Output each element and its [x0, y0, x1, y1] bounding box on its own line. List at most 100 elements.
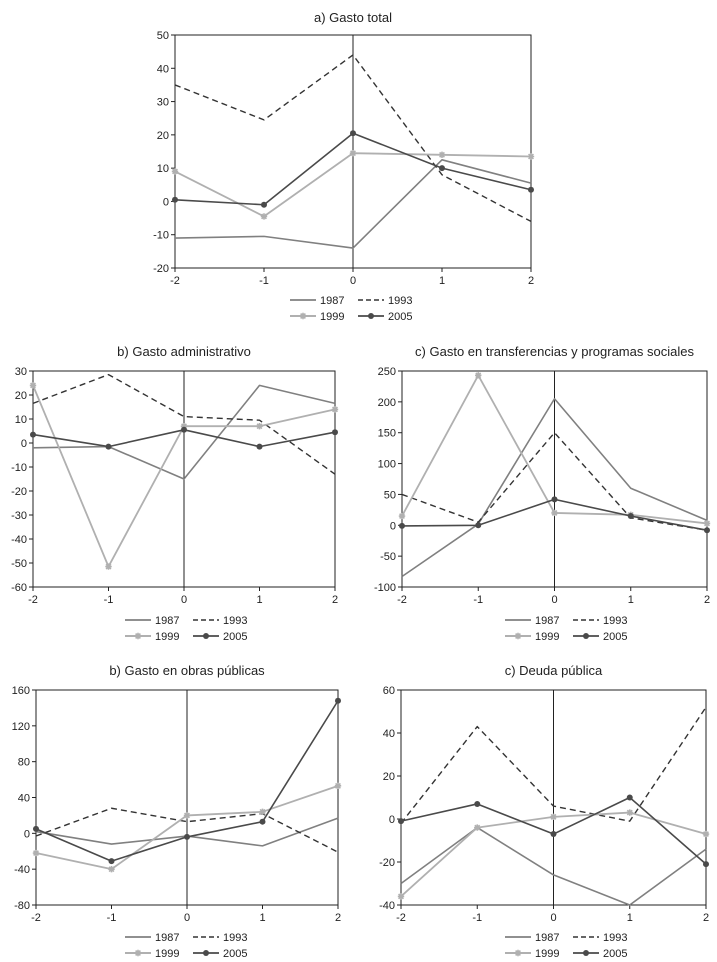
x-tick-label: -2	[170, 275, 180, 287]
x-tick-label: 0	[350, 275, 356, 287]
legend: 1987 1993 1999 2005	[290, 295, 412, 323]
data-point-2005	[335, 697, 341, 704]
x-tick-label: 0	[184, 912, 190, 924]
legend-label-2005: 2005	[223, 948, 247, 960]
data-point-1999	[183, 812, 191, 819]
legend-marker-1999	[134, 632, 142, 640]
legend-label-1987: 1987	[155, 932, 179, 944]
data-point-1999	[397, 893, 405, 900]
data-point-2005	[528, 186, 534, 193]
data-point-2005	[30, 431, 36, 438]
y-tick-label: 250	[378, 366, 396, 378]
legend: 1987 1993 1999 2005	[125, 615, 247, 643]
legend-label-1999: 1999	[535, 948, 559, 960]
data-point-1999	[702, 830, 710, 838]
y-tick-label: -20	[379, 857, 395, 869]
x-tick-label: 1	[256, 594, 262, 606]
data-point-1999	[474, 824, 481, 831]
y-tick-label: -50	[380, 551, 396, 563]
y-tick-label: 0	[390, 520, 396, 532]
y-tick-label: -100	[374, 582, 396, 594]
data-point-1999	[256, 423, 263, 430]
x-tick-label: 2	[332, 594, 338, 606]
legend-label-1993: 1993	[603, 932, 627, 944]
y-tick-label: 20	[383, 771, 395, 783]
y-tick-label: -20	[153, 263, 169, 275]
data-point-1999	[349, 149, 357, 157]
legend-marker-1999	[299, 312, 307, 320]
data-point-2005	[259, 818, 266, 825]
y-tick-label: 200	[378, 397, 396, 409]
chart-title: c) Gasto en transferencias y programas s…	[415, 344, 694, 359]
chart-c: c) Gasto en transferencias y programas s…	[374, 344, 711, 643]
y-tick-label: 30	[157, 97, 169, 109]
y-tick-label: -30	[11, 510, 27, 522]
x-tick-label: 2	[704, 594, 710, 606]
x-tick-label: -2	[397, 594, 407, 606]
data-point-2005	[184, 833, 190, 840]
series-line-1993	[35, 807, 339, 853]
legend-marker-2005	[583, 950, 589, 956]
series-line-1987	[401, 397, 708, 578]
x-tick-label: 1	[627, 912, 633, 924]
chart-b: b) Gasto administrativo-60-50-40-30-20-1…	[11, 344, 339, 643]
data-point-2005	[475, 522, 482, 529]
legend-label-2005: 2005	[603, 948, 627, 960]
y-tick-label: 100	[378, 459, 396, 471]
data-point-2005	[108, 858, 115, 865]
data-point-2005	[256, 443, 263, 450]
chart-e: c) Deuda pública -40 -20 0 20 40 60 -2 -1 0 1 2 1987…	[379, 663, 710, 960]
legend-label-1987: 1987	[320, 295, 344, 307]
y-tick-label: 120	[12, 721, 30, 733]
y-tick-label: -40	[11, 534, 27, 546]
y-tick-label: 50	[384, 489, 396, 501]
legend-marker-1999	[134, 949, 142, 957]
data-point-2005	[172, 196, 178, 203]
data-point-1999	[398, 512, 406, 520]
x-tick-label: 1	[259, 912, 265, 924]
y-tick-label: 50	[157, 30, 169, 42]
data-point-2005	[332, 429, 338, 436]
data-point-2005	[704, 527, 710, 534]
data-point-2005	[105, 443, 112, 450]
x-tick-label: -1	[104, 594, 114, 606]
data-point-2005	[399, 522, 405, 529]
y-tick-label: 0	[389, 814, 395, 826]
data-point-1999	[527, 153, 535, 160]
y-tick-label: 20	[15, 390, 27, 402]
legend-label-1993: 1993	[223, 932, 247, 944]
x-tick-label: 2	[703, 912, 709, 924]
y-tick-label: -20	[11, 486, 27, 498]
legend-label-1987: 1987	[155, 615, 179, 627]
legend-label-1993: 1993	[388, 295, 412, 307]
legend-marker-1999	[514, 632, 522, 640]
legend-label-2005: 2005	[223, 631, 247, 643]
y-tick-label: 60	[383, 685, 395, 697]
data-point-2005	[439, 165, 445, 172]
y-tick-label: 30	[15, 366, 27, 378]
x-tick-label: -2	[31, 912, 41, 924]
data-point-1999	[180, 423, 188, 430]
data-point-2005	[474, 800, 481, 807]
legend-label-1999: 1999	[320, 311, 344, 323]
legend-marker-2005	[203, 633, 209, 639]
data-point-1999	[438, 151, 446, 159]
data-point-1999	[626, 809, 633, 816]
data-point-1999	[108, 865, 115, 873]
y-tick-label: 0	[24, 828, 30, 840]
series-line-1987	[400, 826, 707, 906]
data-point-1999	[105, 563, 112, 570]
data-point-2005	[551, 496, 558, 503]
series-line-1993	[401, 432, 708, 531]
y-tick-label: 10	[157, 163, 169, 175]
y-tick-label: 80	[18, 757, 30, 769]
data-point-1999	[703, 520, 711, 527]
y-tick-label: -60	[11, 582, 27, 594]
series-line-1993	[174, 54, 532, 223]
data-point-1999	[29, 382, 37, 389]
series-line-1987	[32, 384, 336, 480]
legend-label-1993: 1993	[223, 615, 247, 627]
legend-label-1987: 1987	[535, 932, 559, 944]
data-point-1999	[259, 808, 266, 816]
legend: 1987 1993 1999 2005	[505, 615, 627, 643]
